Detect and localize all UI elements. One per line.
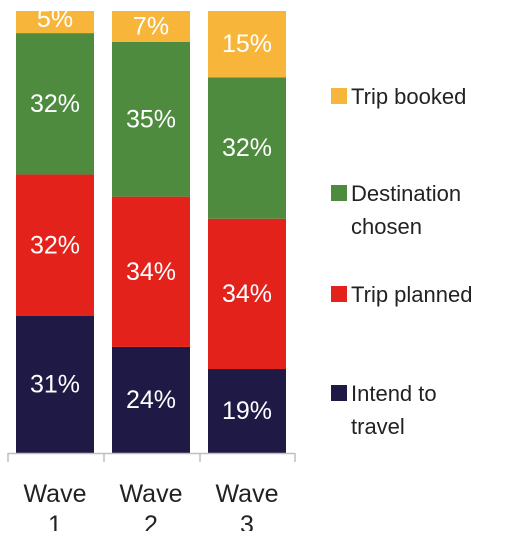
legend-item: Trip booked bbox=[331, 84, 466, 109]
legend-swatch bbox=[331, 286, 347, 302]
legend-item: Destination chosen bbox=[331, 181, 461, 239]
data-label: 32% bbox=[222, 134, 272, 162]
x-axis: Wave 1 Wave 2 Wave 3 bbox=[8, 453, 295, 531]
data-label: 24% bbox=[126, 386, 176, 414]
legend: Trip booked Destination chosen Trip planned… bbox=[331, 84, 472, 439]
legend-label: Trip planned bbox=[351, 282, 472, 307]
data-label: 31% bbox=[30, 370, 80, 398]
legend-swatch bbox=[331, 88, 347, 104]
legend-item: Trip planned bbox=[331, 282, 472, 307]
data-label: 34% bbox=[126, 258, 176, 286]
data-label: 34% bbox=[222, 280, 272, 308]
legend-swatch bbox=[331, 385, 347, 401]
x-tick-label: Wave 3 bbox=[216, 480, 279, 531]
data-label: 15% bbox=[222, 30, 272, 58]
data-label: 7% bbox=[133, 12, 169, 40]
legend-item: Intend to travel bbox=[331, 381, 437, 439]
legend-label: Intend to travel bbox=[351, 381, 437, 439]
legend-label: Trip booked bbox=[351, 84, 466, 109]
data-label: 32% bbox=[30, 90, 80, 118]
legend-swatch bbox=[331, 185, 347, 201]
data-label: 19% bbox=[222, 397, 272, 425]
legend-label: Destination chosen bbox=[351, 181, 461, 239]
x-tick-label: Wave 1 bbox=[24, 480, 87, 531]
bars-layer: 31% 32% 32% 5% 24% 34% 35% 7% 19% 34% 32% 15% bbox=[16, 5, 286, 453]
data-label: 5% bbox=[37, 5, 73, 33]
x-tick-label: Wave 2 bbox=[120, 480, 183, 531]
data-label: 35% bbox=[126, 105, 176, 133]
data-label: 32% bbox=[30, 231, 80, 259]
